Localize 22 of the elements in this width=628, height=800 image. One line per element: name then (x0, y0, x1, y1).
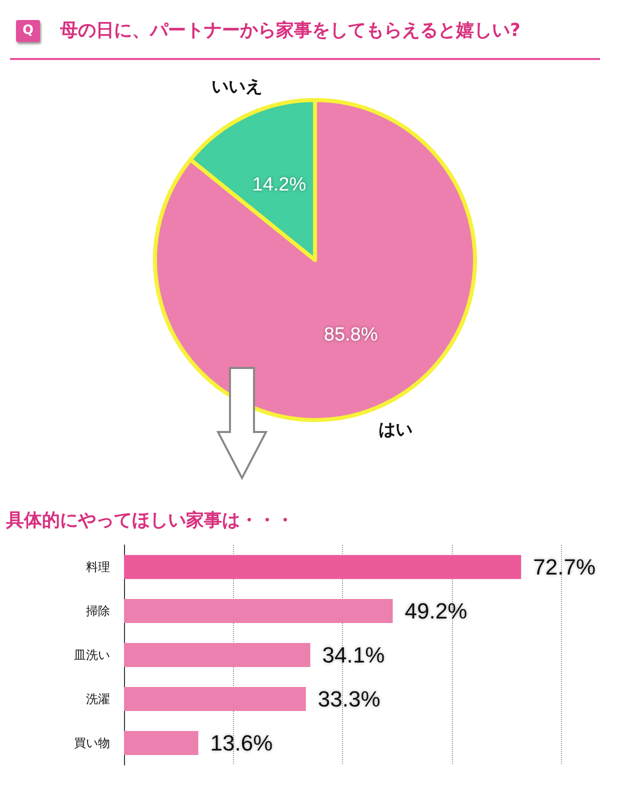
data-label: 33.3% (318, 686, 380, 712)
bar (124, 643, 310, 667)
data-label: 34.1% (322, 642, 385, 668)
chart-title: 母の日に、パートナーから家事をしてもらえると嬉しい? (60, 19, 520, 42)
chart-title: 具体的にやってほしい家事は・・・ (6, 509, 294, 532)
data-label: 49.2% (404, 598, 468, 624)
y-tick-label: 掃除 (86, 604, 110, 618)
data-label: 14.2% (252, 174, 306, 196)
y-tick-label: 料理 (86, 560, 110, 574)
bar (124, 731, 198, 755)
data-label: 72.7% (533, 554, 596, 580)
bar (124, 555, 522, 579)
y-tick-label: 洗濯 (86, 692, 110, 706)
slice-label: はい (378, 420, 413, 440)
y-tick-label: 買い物 (74, 736, 110, 750)
y-tick-label: 皿洗い (74, 648, 110, 662)
slice-label: いいえ (211, 77, 262, 98)
text: Q (16, 20, 40, 42)
data-label: 13.6% (210, 730, 273, 756)
bar (124, 687, 306, 711)
bar (124, 599, 393, 623)
data-label: 85.8% (324, 324, 378, 346)
